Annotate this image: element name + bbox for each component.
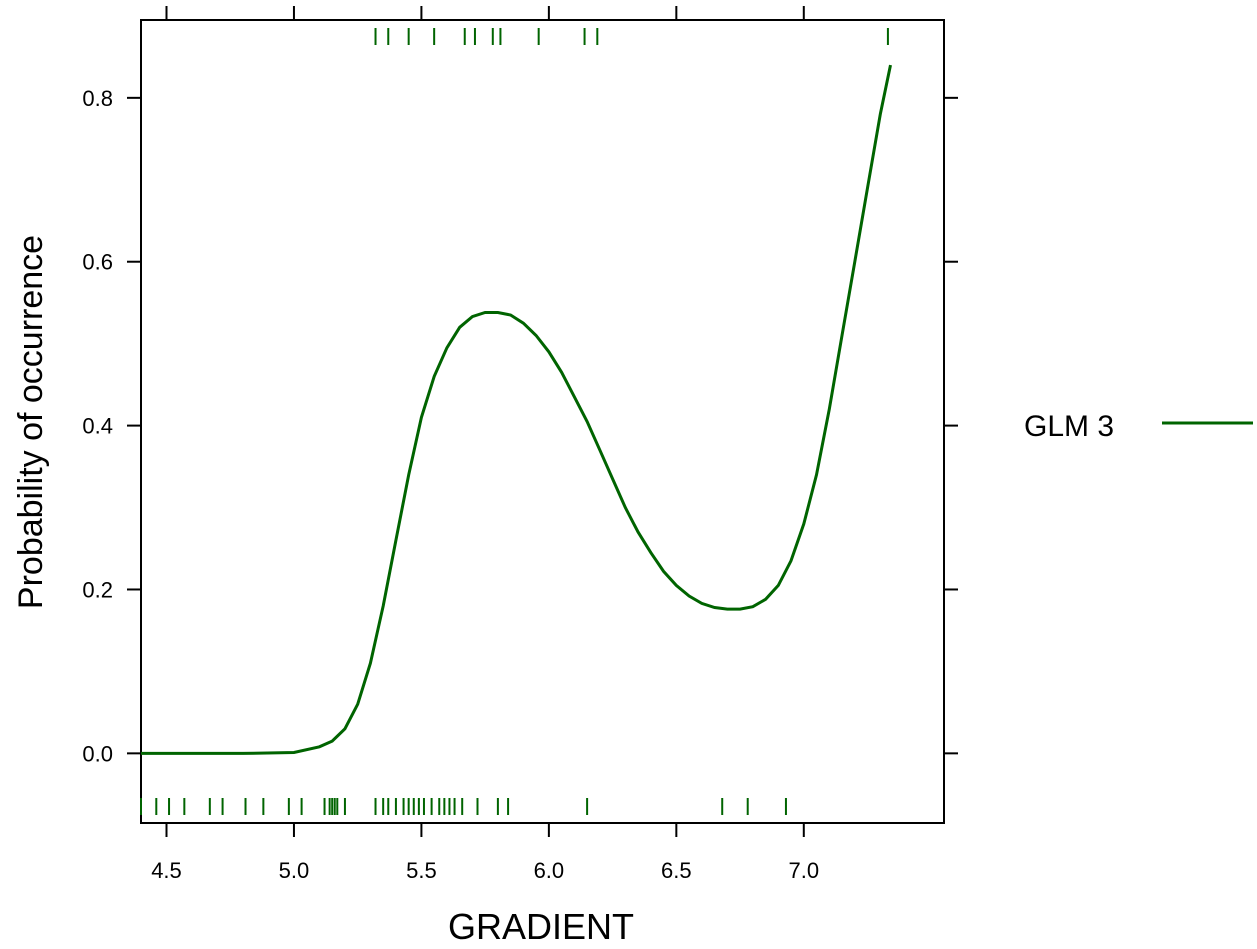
x-axis-label: GRADIENT: [448, 906, 634, 947]
x-tick-label: 4.5: [151, 858, 182, 883]
legend-label: GLM 3: [1024, 410, 1114, 443]
rug-bottom: [140, 798, 787, 815]
series-line-glm3: [141, 64, 892, 755]
y-tick-label: 0.8: [82, 86, 113, 111]
legend: GLM 3: [1024, 410, 1253, 443]
x-tick-label: 6.0: [534, 858, 565, 883]
x-tick-label: 6.5: [661, 858, 692, 883]
x-tick-label: 5.5: [406, 858, 437, 883]
y-axis-label: Probability of occurrence: [12, 235, 50, 609]
x-tick-label: 5.0: [279, 858, 310, 883]
rug-top: [374, 28, 889, 45]
plot-frame: [140, 19, 945, 824]
y-tick-label: 0.2: [82, 577, 113, 602]
x-tick-label: 7.0: [788, 858, 819, 883]
y-tick-label: 0.4: [82, 414, 113, 439]
y-axis-right: [944, 96, 958, 755]
x-axis-top: [165, 6, 805, 20]
y-axis-left: 0.0 0.2 0.4 0.6 0.8: [82, 86, 141, 766]
x-axis-bottom: 4.5 5.0 5.5 6.0 6.5 7.0: [151, 823, 819, 883]
y-tick-label: 0.6: [82, 250, 113, 275]
y-tick-label: 0.0: [82, 741, 113, 766]
